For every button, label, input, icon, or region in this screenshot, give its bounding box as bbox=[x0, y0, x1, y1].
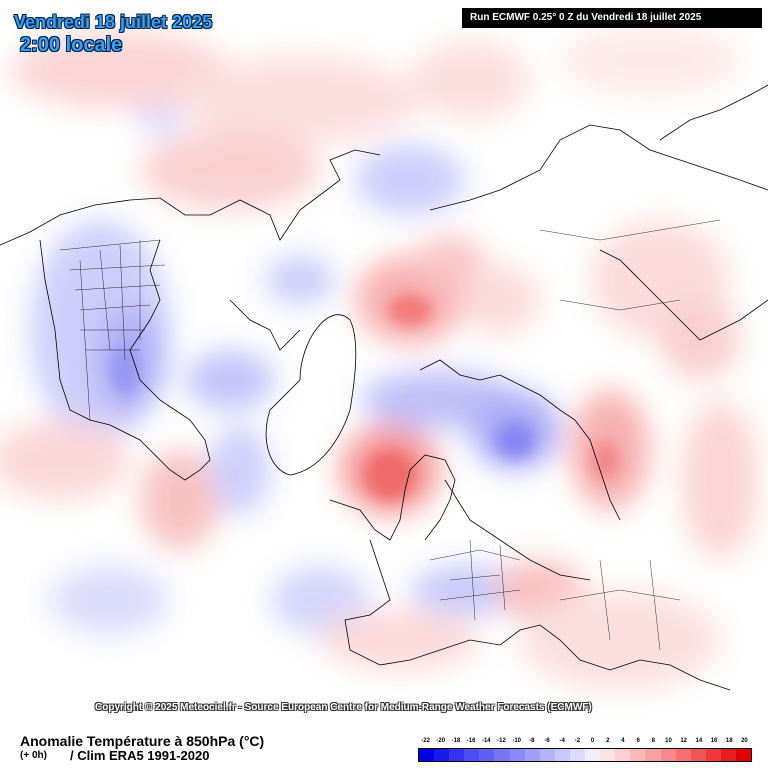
parameter-title: Anomalie Température à 850hPa (°C) bbox=[20, 733, 265, 749]
color-scale-label: -12 bbox=[497, 738, 506, 744]
color-scale-label: -18 bbox=[451, 738, 461, 744]
color-scale-label: -2 bbox=[574, 738, 581, 744]
forecast-local-time: 2:00 locale bbox=[20, 34, 123, 56]
color-scale-swatch bbox=[464, 749, 480, 761]
color-scale-swatch bbox=[735, 749, 752, 761]
color-scale-swatch bbox=[585, 749, 601, 761]
color-scale-label: -20 bbox=[436, 738, 446, 744]
color-scale-label: -4 bbox=[559, 738, 565, 744]
model-run-label: Run ECMWF 0.25° 0 Z du Vendredi 18 juill… bbox=[462, 8, 762, 28]
copyright-notice: Copyright © 2025 Meteociel.fr - Source E… bbox=[95, 702, 592, 713]
anomaly-field bbox=[0, 25, 760, 690]
forecast-date: Vendredi 18 juillet 2025 bbox=[14, 12, 213, 32]
color-scale-swatch bbox=[524, 749, 540, 761]
color-scale-swatch bbox=[539, 749, 555, 761]
color-scale-swatch bbox=[509, 749, 525, 761]
color-scale-swatch bbox=[705, 749, 721, 761]
color-scale-swatch bbox=[600, 749, 616, 761]
color-scale-swatch bbox=[479, 749, 495, 761]
color-scale-swatch bbox=[449, 749, 465, 761]
color-scale-label: -10 bbox=[512, 738, 522, 744]
color-scale-swatch bbox=[675, 749, 691, 761]
color-scale-swatch bbox=[660, 749, 676, 761]
color-scale-bar bbox=[418, 748, 752, 762]
color-scale-label: -6 bbox=[544, 738, 550, 744]
color-scale-label: 20 bbox=[741, 738, 748, 744]
color-scale-label: 0 bbox=[590, 738, 595, 744]
color-scale-swatch bbox=[615, 749, 631, 761]
color-scale-label: 18 bbox=[725, 738, 733, 744]
color-scale-swatch bbox=[434, 749, 450, 761]
color-scale-labels: -22 -20 -18 -16 -14 -12 -10 -8 -6 -4 -2 0 2 4 6 8 10 12 14… bbox=[418, 738, 752, 748]
color-scale-swatch bbox=[494, 749, 510, 761]
temperature-anomaly-map bbox=[0, 25, 768, 691]
color-scale-label: 4 bbox=[621, 738, 625, 744]
climatology-label: / Clim ERA5 1991-2020 bbox=[70, 748, 210, 763]
color-scale-label: 8 bbox=[651, 738, 655, 744]
color-scale-swatch bbox=[645, 749, 661, 761]
color-scale-swatch bbox=[720, 749, 736, 761]
color-scale-label: 14 bbox=[695, 738, 703, 744]
color-scale-label: 2 bbox=[606, 738, 610, 744]
color-scale-label: 16 bbox=[710, 738, 718, 744]
color-scale-label: -14 bbox=[481, 738, 491, 744]
lead-time: (+ 0h) bbox=[20, 750, 47, 761]
color-scale-label: 10 bbox=[665, 738, 672, 744]
color-scale-swatch bbox=[419, 749, 435, 761]
borders bbox=[59, 219, 721, 651]
color-scale-swatch bbox=[630, 749, 646, 761]
color-scale-label: -8 bbox=[529, 738, 535, 744]
color-scale-swatch bbox=[554, 749, 570, 761]
color-scale-label: 12 bbox=[680, 738, 688, 744]
color-scale-label: 6 bbox=[636, 738, 640, 744]
color-scale-label: -16 bbox=[466, 738, 476, 744]
color-scale-swatch bbox=[569, 749, 586, 761]
color-scale-label: -22 bbox=[421, 738, 430, 744]
color-scale-swatch bbox=[690, 749, 706, 761]
